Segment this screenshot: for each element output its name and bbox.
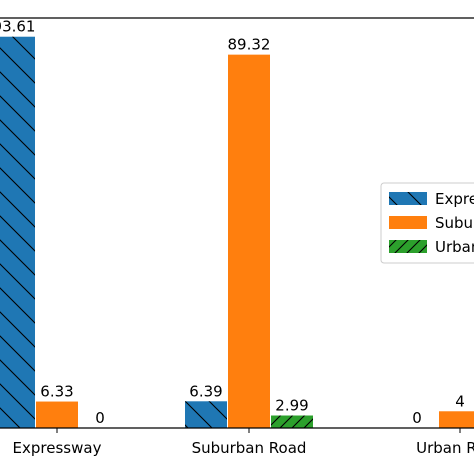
data-label: 93.61 — [0, 18, 35, 36]
bar-hatch — [185, 401, 227, 428]
bar-hatch — [0, 36, 35, 428]
data-label: 4 — [455, 392, 465, 410]
x-tick-label: Suburban Road — [192, 439, 307, 457]
bar — [36, 401, 78, 428]
data-label: 89.32 — [228, 36, 271, 54]
bar — [439, 411, 474, 428]
bar-hatch — [271, 415, 313, 428]
legend: Expressway Suburban Road Urban Road — [380, 182, 474, 264]
legend-label: Expressway — [435, 190, 474, 208]
data-label: 2.99 — [275, 397, 308, 415]
axes: Expressway Suburban Road Urban Road — [0, 17, 474, 457]
data-label: 6.33 — [40, 383, 73, 401]
plot-area: 93.61 6.39 0 6.33 89.32 4 0 2.99 — [0, 18, 474, 429]
legend-swatch-hatch — [389, 192, 427, 205]
bar — [228, 54, 270, 429]
data-label: 0 — [412, 409, 422, 427]
legend-label: Suburban Road — [435, 214, 474, 232]
legend-swatch — [389, 216, 427, 229]
data-label: 6.39 — [189, 382, 222, 400]
legend-label: Urban Road — [435, 238, 474, 256]
legend-swatch-hatch — [389, 240, 427, 253]
data-label: 0 — [95, 409, 105, 427]
x-tick-label: Urban Road — [416, 439, 474, 457]
x-tick-label: Expressway — [13, 439, 102, 457]
